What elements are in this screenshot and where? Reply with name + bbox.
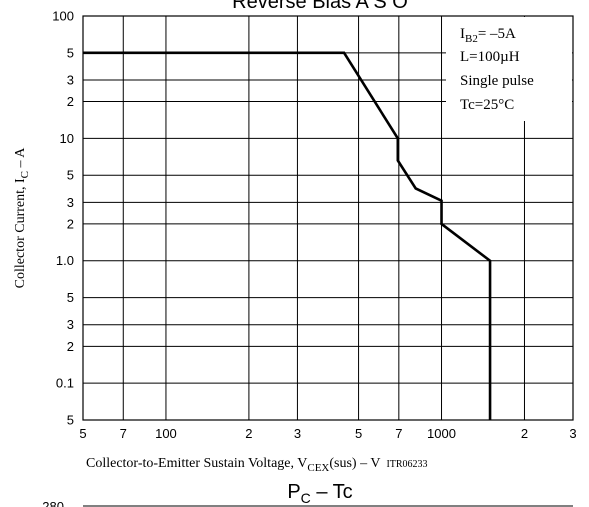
- y-tick-label: 2: [67, 216, 74, 231]
- x-tick-label: 5: [79, 426, 86, 441]
- y-tick-label: 100: [52, 8, 74, 23]
- y-tick-label: 1.0: [56, 253, 74, 268]
- next-chart-tick: 280: [42, 499, 64, 507]
- x-tick-label: 3: [569, 426, 576, 441]
- y-tick-label: 3: [67, 317, 74, 332]
- y-tick-label: 3: [67, 195, 74, 210]
- figure-code: ITR06233: [386, 459, 427, 470]
- next-title-sub: C: [301, 490, 311, 506]
- y-tick-label: 2: [67, 94, 74, 109]
- x-label-sub: CEX: [307, 462, 329, 474]
- annotation-box: [446, 17, 572, 121]
- y-tick-label: 0.1: [56, 376, 74, 391]
- annotation-sub: B2: [465, 33, 478, 45]
- y-tick-label: 3: [67, 72, 74, 87]
- y-tick-label: 2: [67, 339, 74, 354]
- annotation-text: = –5A: [478, 26, 516, 42]
- x-tick-label: 5: [355, 426, 362, 441]
- next-title-text: – Tc: [311, 481, 353, 503]
- x-tick-label: 100: [155, 426, 177, 441]
- x-label-text: Collector-to-Emitter Sustain Voltage, V: [86, 456, 307, 471]
- next-title-text: P: [287, 481, 300, 503]
- y-label-text: Collector Current, I: [13, 178, 28, 288]
- x-tick-label: 3: [294, 426, 301, 441]
- x-tick-label: 2: [521, 426, 528, 441]
- annotation-line: Single pulse: [460, 73, 534, 89]
- x-label-text: (sus) – V: [329, 456, 380, 471]
- annotation-line: IB2= –5A: [460, 26, 516, 45]
- annotation-line: L=100µH: [460, 49, 520, 65]
- y-tick-label: 10: [60, 131, 74, 146]
- chart-title: Reverse Bias A S O: [232, 0, 408, 13]
- y-tick-label: 5: [67, 168, 74, 183]
- annotation-text: I: [460, 26, 465, 42]
- annotation: IB2= –5A L=100µH Single pulse Tc=25°C: [460, 26, 534, 113]
- x-axis-label: Collector-to-Emitter Sustain Voltage, VC…: [86, 456, 428, 474]
- y-label-sub: C: [19, 171, 31, 178]
- x-tick-label: 2: [245, 426, 252, 441]
- y-label-text: – A: [13, 147, 28, 171]
- y-tick-label: 5: [67, 412, 74, 427]
- x-tick-label: 1000: [427, 426, 456, 441]
- y-tick-label: 5: [67, 45, 74, 60]
- x-tick-label: 7: [395, 426, 402, 441]
- y-tick-label: 5: [67, 290, 74, 305]
- curve: [83, 51, 492, 420]
- next-chart-title: PC – Tc: [287, 481, 352, 506]
- plot-border: [82, 15, 574, 421]
- y-axis-label: Collector Current, IC – A: [13, 147, 31, 289]
- x-tick-label: 7: [120, 426, 127, 441]
- annotation-line: Tc=25°C: [460, 97, 514, 113]
